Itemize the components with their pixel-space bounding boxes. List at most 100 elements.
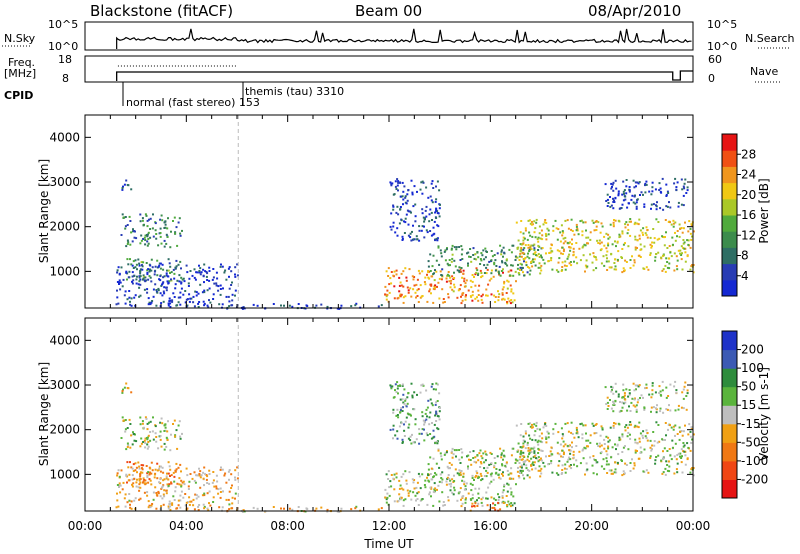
range-gate-cell	[643, 203, 646, 206]
range-gate-cell	[315, 507, 318, 510]
range-gate-cell	[394, 231, 397, 234]
range-gate-cell	[447, 499, 450, 502]
range-gate-cell	[212, 479, 215, 482]
freq-unit-label: [MHz]	[4, 67, 36, 80]
range-gate-cell	[514, 259, 517, 261]
range-gate-cell	[129, 258, 131, 261]
range-gate-cell	[197, 509, 200, 511]
range-gate-cell	[446, 477, 449, 480]
range-gate-cell	[671, 439, 674, 442]
range-gate-cell	[611, 388, 613, 391]
range-gate-cell	[584, 244, 587, 247]
range-gate-cell	[624, 242, 626, 245]
range-gate-cell	[663, 447, 666, 450]
range-gate-cell	[121, 391, 124, 394]
range-gate-cell	[506, 301, 508, 303]
colorbar-tick-label: 200	[741, 343, 764, 357]
range-gate-cell	[665, 460, 668, 463]
range-gate-cell	[480, 498, 483, 501]
range-gate-cell	[546, 430, 549, 433]
range-gate-cell	[482, 249, 485, 252]
range-gate-cell	[196, 271, 199, 274]
range-gate-cell	[222, 490, 224, 493]
range-gate-cell	[522, 252, 525, 255]
range-gate-cell	[165, 445, 168, 448]
range-gate-cell	[455, 449, 458, 452]
range-gate-cell	[431, 265, 434, 268]
range-gate-cell	[126, 239, 129, 242]
range-gate-cell	[387, 267, 390, 270]
range-gate-cell	[166, 472, 168, 475]
range-gate-cell	[394, 383, 397, 386]
range-gate-cell	[629, 234, 632, 237]
range-gate-cell	[666, 464, 669, 466]
range-gate-cell	[537, 253, 540, 256]
range-gate-cell	[583, 243, 586, 246]
range-gate-cell	[166, 269, 168, 272]
range-gate-cell	[441, 478, 444, 481]
range-gate-cell	[231, 496, 234, 499]
range-gate-cell	[161, 485, 164, 488]
range-gate-cell	[150, 269, 153, 272]
range-gate-cell	[151, 469, 154, 472]
range-gate-cell	[467, 465, 469, 468]
range-gate-cell	[133, 274, 136, 277]
range-gate-cell	[525, 467, 528, 470]
range-gate-cell	[515, 221, 518, 224]
range-gate-cell	[180, 490, 183, 493]
range-gate-cell	[174, 266, 177, 269]
range-gate-cell	[501, 298, 504, 301]
range-gate-cell	[614, 382, 617, 385]
range-gate-cell	[690, 441, 693, 444]
range-gate-cell	[447, 467, 450, 470]
range-gate-cell	[167, 304, 170, 307]
range-gate-cell	[460, 505, 463, 508]
range-gate-cell	[399, 208, 402, 211]
range-gate-cell	[690, 265, 693, 268]
range-gate-cell	[692, 271, 695, 274]
range-gate-cell	[166, 483, 169, 486]
range-gate-cell	[557, 228, 560, 231]
range-gate-cell	[406, 489, 409, 492]
range-gate-cell	[407, 234, 410, 237]
range-gate-cell	[413, 408, 416, 411]
range-gate-cell	[569, 449, 572, 452]
range-gate-cell	[664, 236, 666, 238]
range-gate-cell	[497, 493, 499, 496]
range-gate-cell	[523, 258, 526, 261]
range-gate-cell	[552, 229, 555, 232]
range-gate-cell	[157, 447, 160, 450]
range-gate-cell	[507, 483, 510, 486]
range-gate-cell	[633, 186, 636, 189]
range-gate-cell	[537, 447, 540, 450]
range-gate-cell	[401, 181, 404, 184]
range-gate-cell	[467, 467, 469, 470]
range-gate-cell	[157, 265, 160, 268]
y-tick-label: 3000	[49, 175, 80, 189]
range-gate-cell	[500, 250, 503, 253]
range-gate-cell	[406, 199, 409, 202]
range-gate-cell	[167, 472, 170, 475]
range-gate-cell	[471, 474, 474, 477]
range-gate-cell	[672, 222, 675, 225]
range-gate-cell	[430, 284, 433, 287]
range-gate-cell	[143, 479, 146, 481]
range-gate-cell	[664, 219, 667, 221]
range-gate-cell	[471, 505, 473, 508]
range-gate-cell	[570, 467, 573, 470]
range-gate-cell	[614, 422, 617, 425]
range-gate-cell	[162, 268, 165, 271]
range-gate-cell	[520, 243, 523, 246]
range-gate-cell	[117, 505, 120, 508]
range-gate-cell	[203, 263, 206, 266]
range-gate-cell	[385, 270, 388, 273]
range-gate-cell	[221, 506, 224, 509]
range-gate-cell	[395, 188, 398, 190]
range-gate-cell	[569, 241, 571, 244]
colorbar-cell	[722, 231, 737, 248]
range-gate-cell	[582, 448, 585, 451]
range-gate-cell	[562, 242, 565, 245]
range-gate-cell	[481, 301, 484, 304]
range-gate-cell	[153, 476, 156, 479]
range-gate-cell	[419, 487, 422, 490]
